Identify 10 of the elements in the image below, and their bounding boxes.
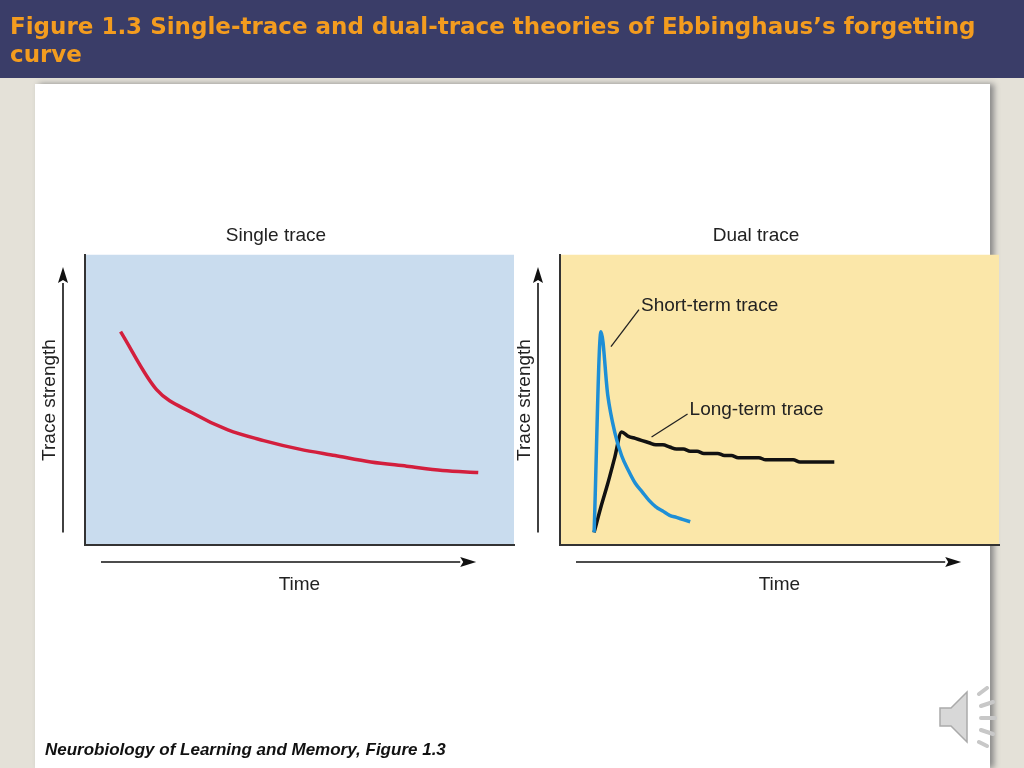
- chart-title: Dual trace: [712, 223, 800, 245]
- chart-title: Single trace: [225, 223, 327, 245]
- caption: Figure 1.3 Single-trace and dual-trace theories of Ebbinghaus’s forgetting curve: [10, 12, 977, 68]
- series-label: Long-term trace: [689, 398, 824, 420]
- text: Short-term trace: [640, 293, 779, 315]
- y-axis-title: Trace strength: [37, 339, 59, 461]
- x-axis-title: Time: [758, 572, 801, 594]
- y-axis-title: Trace strength: [512, 339, 534, 461]
- text: Neurobiology of Learning and Memory, Figure 1.3: [45, 740, 446, 760]
- x-axis-title: Time: [278, 572, 321, 594]
